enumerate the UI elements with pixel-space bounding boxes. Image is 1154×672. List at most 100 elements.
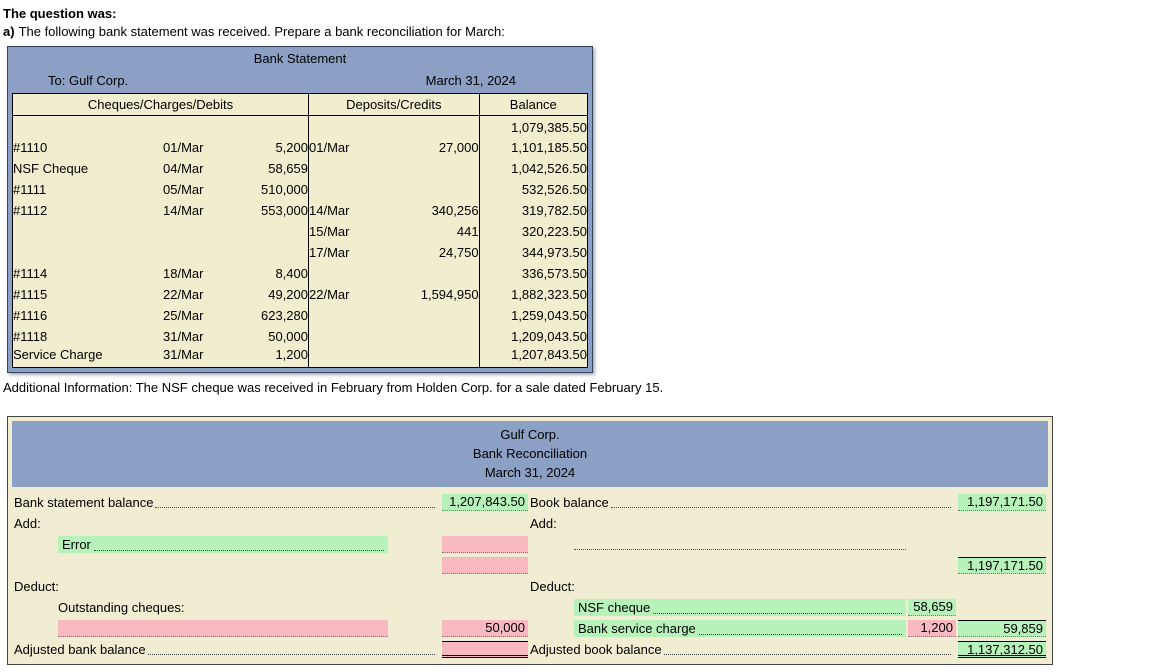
cell-dep_date: 15/Mar <box>307 220 384 242</box>
dot-leader <box>610 507 951 508</box>
cell-dep_date <box>307 115 384 137</box>
nsf-cheque-amount[interactable]: 58,659 <box>908 599 956 616</box>
cell-chq_date <box>163 116 223 137</box>
bank-service-charge-field[interactable]: Bank service charge <box>574 620 906 637</box>
dot-leader <box>653 613 902 614</box>
book-balance-label: Book balance <box>530 495 609 510</box>
book-side-column: Book balance 1,197,171.50 Add: 1,197,171… <box>528 490 1048 658</box>
outstanding-total-field[interactable]: 50,000 <box>442 620 528 637</box>
bank-error-row: Error <box>12 532 528 553</box>
cell-dep_date: 17/Mar <box>307 241 384 263</box>
cell-desc: #1114 <box>13 265 48 281</box>
recon-company: Gulf Corp. <box>500 427 560 442</box>
bank-deduct-row: Deduct: <box>12 574 528 595</box>
question-heading: The question was: <box>3 6 117 21</box>
cell-dep_date: 01/Mar <box>307 136 384 158</box>
adjusted-book-balance-value[interactable]: 1,137,312.50 <box>958 641 1046 658</box>
nsf-row: NSF cheque 58,659 <box>528 595 1046 616</box>
book-balance-row: Book balance 1,197,171.50 <box>528 490 1046 511</box>
bank-statement-subheader: To: Gulf Corp. March 31, 2024 <box>12 70 588 93</box>
bank-statement-row: NSF Cheque 04/Mar 58,659 1,042,526.50 <box>13 157 588 179</box>
book-add-row: Add: <box>528 511 1046 532</box>
reconciliation-header: Gulf Corp. Bank Reconciliation March 31,… <box>12 421 1048 487</box>
cell-chq_amt: 8,400 <box>275 265 308 281</box>
cell-dep_amt: 27,000 <box>438 139 479 155</box>
cell-desc: NSF Cheque <box>13 160 89 176</box>
cell-dep_amt <box>384 263 479 284</box>
bank-add-row: Add: <box>12 511 528 532</box>
bank-statement-row: 1,079,385.50 <box>13 115 588 137</box>
cell-desc: #1112 <box>13 202 48 218</box>
cell-dep_amt <box>384 305 479 326</box>
dot-leader <box>698 634 902 635</box>
bank-statement-column-header-row: Cheques/Charges/Debits Deposits/Credits … <box>12 93 588 116</box>
book-subtotal-value[interactable]: 1,197,171.50 <box>958 557 1046 574</box>
bank-statement-row: Service Charge 31/Mar 1,200 1,207,843.50 <box>13 346 588 368</box>
col-header-deposits: Deposits/Credits <box>308 93 480 116</box>
adjusted-book-balance-row: Adjusted book balance 1,137,312.50 <box>528 637 1046 658</box>
adjusted-bank-balance-row: Adjusted bank balance <box>12 637 528 658</box>
cell-chq_amt: 510,000 <box>261 181 308 197</box>
bank-statement-row: #1118 31/Mar 50,000 1,209,043.50 <box>13 325 588 347</box>
bank-statement-balance-value[interactable]: 1,207,843.50 <box>442 494 528 511</box>
cell-balance: 532,526.50 <box>478 178 588 200</box>
deductions-total-value[interactable]: 59,859 <box>958 620 1046 637</box>
cell-dep_date <box>307 346 384 368</box>
col-header-balance: Balance <box>478 93 588 116</box>
col-header-cheques: Cheques/Charges/Debits <box>12 93 309 116</box>
bank-statement-table: Cheques/Charges/Debits Deposits/Credits … <box>12 93 588 368</box>
additional-info: Additional Information: The NSF cheque w… <box>3 380 664 395</box>
cell-balance: 1,209,043.50 <box>478 325 588 347</box>
bank-statement-to: To: Gulf Corp. <box>48 73 129 88</box>
cell-chq_date <box>163 242 223 263</box>
recon-date: March 31, 2024 <box>484 465 576 480</box>
dot-leader <box>93 550 384 551</box>
bank-add-total-field[interactable] <box>442 557 528 574</box>
book-add-item-row <box>528 532 1046 553</box>
bank-statement-row: 15/Mar 441 320,223.50 <box>13 220 588 242</box>
bank-statement-row: #1116 25/Mar 623,280 1,259,043.50 <box>13 304 588 326</box>
error-label: Error <box>62 537 91 552</box>
cell-dep_amt: 1,594,950 <box>420 286 479 302</box>
cell-dep_date: 14/Mar <box>307 199 384 221</box>
adjusted-book-balance-label: Adjusted book balance <box>530 642 662 657</box>
cell-chq_amt <box>223 221 308 242</box>
bank-statement-row: #1110 01/Mar 5,200 01/Mar 27,000 1,101,185.50 <box>13 136 588 158</box>
cell-desc <box>13 116 164 137</box>
bank-side-column: Bank statement balance 1,207,843.50 Add:… <box>12 490 528 658</box>
bank-service-charge-amount[interactable]: 1,200 <box>908 620 956 637</box>
add-item-field[interactable] <box>574 536 906 550</box>
cell-balance: 1,882,323.50 <box>478 283 588 305</box>
adjusted-book-label-leader: Adjusted book balance <box>530 641 956 658</box>
cell-chq_date: 05/Mar <box>163 181 204 197</box>
cell-dep_date <box>307 262 384 284</box>
question-prompt: a) The following bank statement was recei… <box>0 21 1154 44</box>
cell-dep_amt <box>384 347 479 368</box>
error-field[interactable]: Error <box>58 536 388 553</box>
cell-chq_amt: 5,200 <box>275 139 308 155</box>
outstanding-cheque-item-field[interactable] <box>58 620 388 637</box>
dot-leader <box>663 654 951 655</box>
nsf-cheque-field[interactable]: NSF cheque <box>574 599 906 616</box>
bank-statement-row: 17/Mar 24,750 344,973.50 <box>13 241 588 263</box>
cell-dep_date: 22/Mar <box>307 283 384 305</box>
cell-desc: #1118 <box>13 328 48 344</box>
bank-balance-label-leader: Bank statement balance <box>14 494 440 511</box>
cell-chq_amt: 553,000 <box>261 202 308 218</box>
error-amount-field[interactable] <box>442 536 528 553</box>
cell-balance: 344,973.50 <box>478 241 588 263</box>
adjusted-bank-balance-field[interactable] <box>442 641 528 658</box>
cell-dep_amt: 441 <box>456 223 479 239</box>
cell-balance: 319,782.50 <box>478 199 588 221</box>
cell-dep_amt <box>384 326 479 347</box>
cell-chq_amt: 49,200 <box>268 286 308 302</box>
cell-balance: 1,207,843.50 <box>478 346 588 368</box>
book-balance-value[interactable]: 1,197,171.50 <box>958 494 1046 511</box>
cell-balance: 1,079,385.50 <box>478 115 588 137</box>
cell-desc: #1110 <box>13 139 48 155</box>
cell-balance: 336,573.50 <box>478 262 588 284</box>
bank-statement-panel: Bank Statement To: Gulf Corp. March 31, … <box>7 46 593 373</box>
cell-chq_amt <box>223 242 308 263</box>
cell-balance: 1,101,185.50 <box>478 136 588 158</box>
add-label-left: Add: <box>14 516 41 531</box>
